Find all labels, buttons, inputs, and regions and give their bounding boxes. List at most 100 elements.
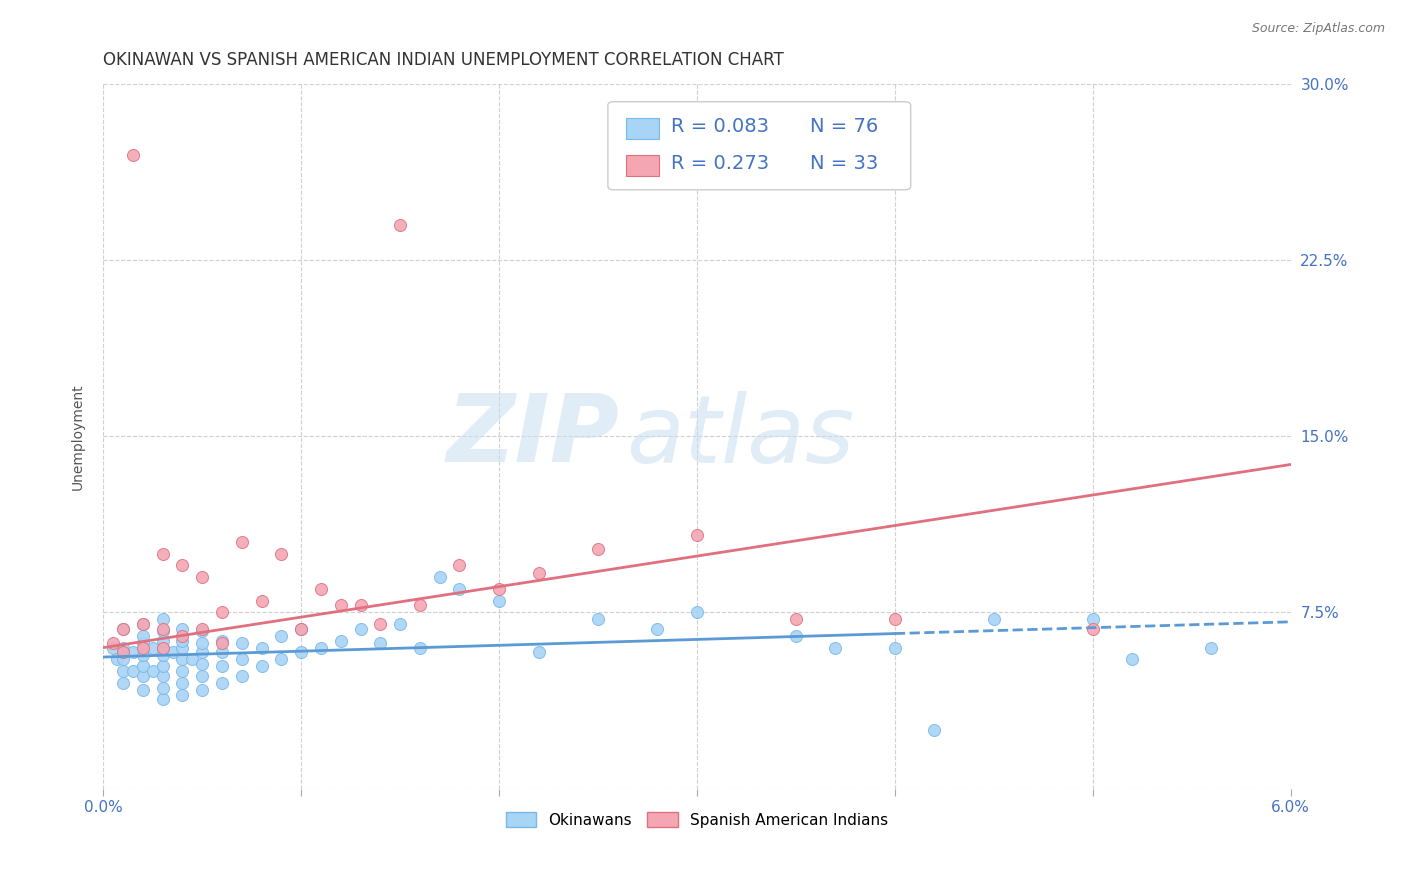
Point	[172, 652, 194, 666]
Point	[349, 599, 371, 613]
FancyBboxPatch shape	[626, 154, 659, 176]
Point	[270, 652, 292, 666]
Point	[250, 659, 273, 673]
Point	[211, 676, 233, 690]
Point	[1081, 622, 1104, 636]
Point	[122, 664, 145, 678]
Point	[250, 640, 273, 655]
Text: atlas: atlas	[626, 391, 853, 482]
Point	[191, 645, 214, 659]
Point	[883, 640, 905, 655]
Point	[172, 640, 194, 655]
Point	[647, 622, 669, 636]
Point	[132, 648, 155, 662]
Point	[112, 622, 135, 636]
Point	[132, 629, 155, 643]
FancyBboxPatch shape	[607, 102, 911, 190]
Point	[211, 633, 233, 648]
Point	[132, 640, 155, 655]
Point	[112, 676, 135, 690]
Point	[191, 669, 214, 683]
Point	[112, 640, 135, 655]
Point	[152, 659, 174, 673]
Point	[231, 535, 253, 549]
Point	[152, 640, 174, 655]
Point	[191, 624, 214, 639]
Point	[112, 652, 135, 666]
Point	[231, 669, 253, 683]
Point	[309, 640, 332, 655]
Point	[191, 682, 214, 697]
Point	[231, 652, 253, 666]
Point	[132, 669, 155, 683]
Point	[103, 640, 125, 655]
Point	[290, 622, 312, 636]
Text: Source: ZipAtlas.com: Source: ZipAtlas.com	[1251, 22, 1385, 36]
Point	[231, 636, 253, 650]
Point	[527, 645, 550, 659]
Point	[290, 645, 312, 659]
Point	[152, 681, 174, 695]
Point	[112, 622, 135, 636]
Point	[449, 582, 471, 596]
Point	[250, 593, 273, 607]
Point	[152, 640, 174, 655]
Point	[122, 645, 145, 659]
Point	[105, 652, 128, 666]
Text: OKINAWAN VS SPANISH AMERICAN INDIAN UNEMPLOYMENT CORRELATION CHART: OKINAWAN VS SPANISH AMERICAN INDIAN UNEM…	[103, 51, 785, 69]
Point	[586, 542, 609, 557]
Point	[449, 558, 471, 573]
Point	[152, 622, 174, 636]
Point	[429, 570, 451, 584]
Y-axis label: Unemployment: Unemployment	[72, 383, 86, 490]
Point	[112, 645, 135, 659]
Point	[142, 664, 165, 678]
Point	[172, 633, 194, 648]
Point	[132, 636, 155, 650]
Point	[172, 558, 194, 573]
Point	[142, 640, 165, 655]
Point	[785, 629, 807, 643]
Point	[824, 640, 846, 655]
Point	[172, 676, 194, 690]
Point	[122, 147, 145, 161]
Point	[349, 622, 371, 636]
Point	[370, 617, 392, 632]
Point	[270, 547, 292, 561]
FancyBboxPatch shape	[626, 118, 659, 139]
Point	[488, 582, 510, 596]
Point	[924, 723, 946, 737]
Point	[488, 593, 510, 607]
Point	[152, 624, 174, 639]
Point	[785, 612, 807, 626]
Point	[152, 669, 174, 683]
Point	[191, 570, 214, 584]
Point	[172, 629, 194, 643]
Point	[211, 636, 233, 650]
Point	[191, 622, 214, 636]
Point	[191, 636, 214, 650]
Point	[112, 664, 135, 678]
Point	[152, 547, 174, 561]
Point	[1081, 612, 1104, 626]
Point	[152, 633, 174, 648]
Point	[290, 622, 312, 636]
Text: R = 0.273: R = 0.273	[671, 153, 769, 172]
Point	[329, 633, 352, 648]
Point	[983, 612, 1005, 626]
Point	[309, 582, 332, 596]
Point	[211, 606, 233, 620]
Point	[270, 629, 292, 643]
Point	[162, 645, 184, 659]
Point	[103, 636, 125, 650]
Legend: Okinawans, Spanish American Indians: Okinawans, Spanish American Indians	[499, 805, 894, 834]
Point	[152, 648, 174, 662]
Point	[883, 612, 905, 626]
Point	[211, 659, 233, 673]
Point	[132, 659, 155, 673]
Point	[527, 566, 550, 580]
Point	[132, 617, 155, 632]
Point	[191, 657, 214, 671]
Point	[132, 682, 155, 697]
Point	[211, 645, 233, 659]
